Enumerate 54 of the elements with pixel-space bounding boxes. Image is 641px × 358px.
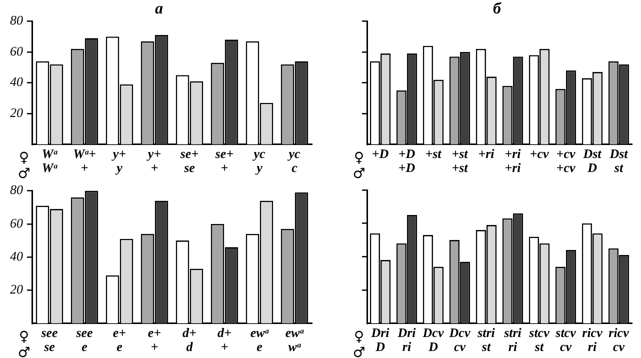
x-tick-label: see e [75, 324, 94, 354]
x-tick-label: e+ e [112, 324, 126, 354]
x-tick-label: stcv cv [554, 324, 576, 354]
text: ♀ [18, 150, 30, 166]
y-tick-label: 80 [10, 182, 24, 198]
text: ♂ [18, 345, 30, 358]
x-tick-label: yc y [252, 146, 266, 176]
x-tick-label: ricv ri [582, 324, 603, 354]
x-tick-label: +ri [478, 146, 495, 161]
x-tick-label: d+ + [218, 324, 232, 354]
x-tick-label: se+ se [179, 146, 199, 176]
y-tick-label: 80 [10, 12, 24, 28]
x-tick-label: see se [40, 324, 58, 354]
y-tick-label: 40 [10, 74, 24, 90]
x-tick-label: d+ d [182, 324, 196, 354]
x-tick-label: yc c [286, 146, 300, 176]
x-tick-label: ewᵃ wᵃ [285, 324, 305, 354]
x-tick-label: Dri ri [396, 324, 416, 354]
text: ♀ [354, 150, 364, 166]
x-tick-label: se+ + [214, 146, 234, 176]
x-tick-label: +st [425, 146, 442, 161]
x-tick-label: stcv st [528, 324, 550, 354]
text: ♂ [352, 166, 366, 182]
x-tick-label: y+ + [146, 146, 162, 176]
x-tick-label: Dcv D [422, 324, 444, 354]
y-tick-label: 60 [10, 215, 24, 230]
chart-title: а [155, 0, 163, 18]
x-tick-label: ricv cv [608, 324, 630, 354]
x-tick-label: e+ + [148, 324, 162, 354]
x-tick-label: Dcv cv [448, 324, 470, 354]
x-tick-label: Dst D [582, 146, 602, 176]
x-tick-label: Dri D [370, 324, 390, 354]
x-tick-label: ewᵃ e [250, 324, 270, 354]
x-tick-label: y+ y [110, 146, 126, 176]
y-tick-label: 60 [10, 43, 24, 58]
text: ♂ [352, 345, 366, 358]
y-tick-label: 20 [10, 105, 24, 120]
x-tick-label: +cv [530, 146, 549, 161]
x-tick-label: +D +D [398, 146, 416, 176]
y-tick-label: 20 [10, 282, 24, 297]
x-tick-label: +cv +cv [556, 146, 576, 176]
x-tick-label: +D [372, 146, 390, 161]
y-tick-label: 40 [10, 248, 24, 264]
x-tick-label: Dst st [608, 146, 628, 176]
x-tick-label: Wᵃ+ + [73, 146, 96, 176]
x-tick-label: stri ri [503, 324, 522, 354]
chart-title: б [493, 0, 502, 18]
text: ♀ [18, 329, 30, 346]
x-tick-label: +st +st [452, 146, 468, 176]
x-tick-label: stri st [476, 324, 496, 354]
x-tick-label: Wᵃ Wᵃ [42, 146, 58, 176]
text: ♀ [354, 329, 364, 346]
text: ♂ [18, 166, 30, 182]
x-tick-label: +ri +ri [504, 146, 522, 176]
